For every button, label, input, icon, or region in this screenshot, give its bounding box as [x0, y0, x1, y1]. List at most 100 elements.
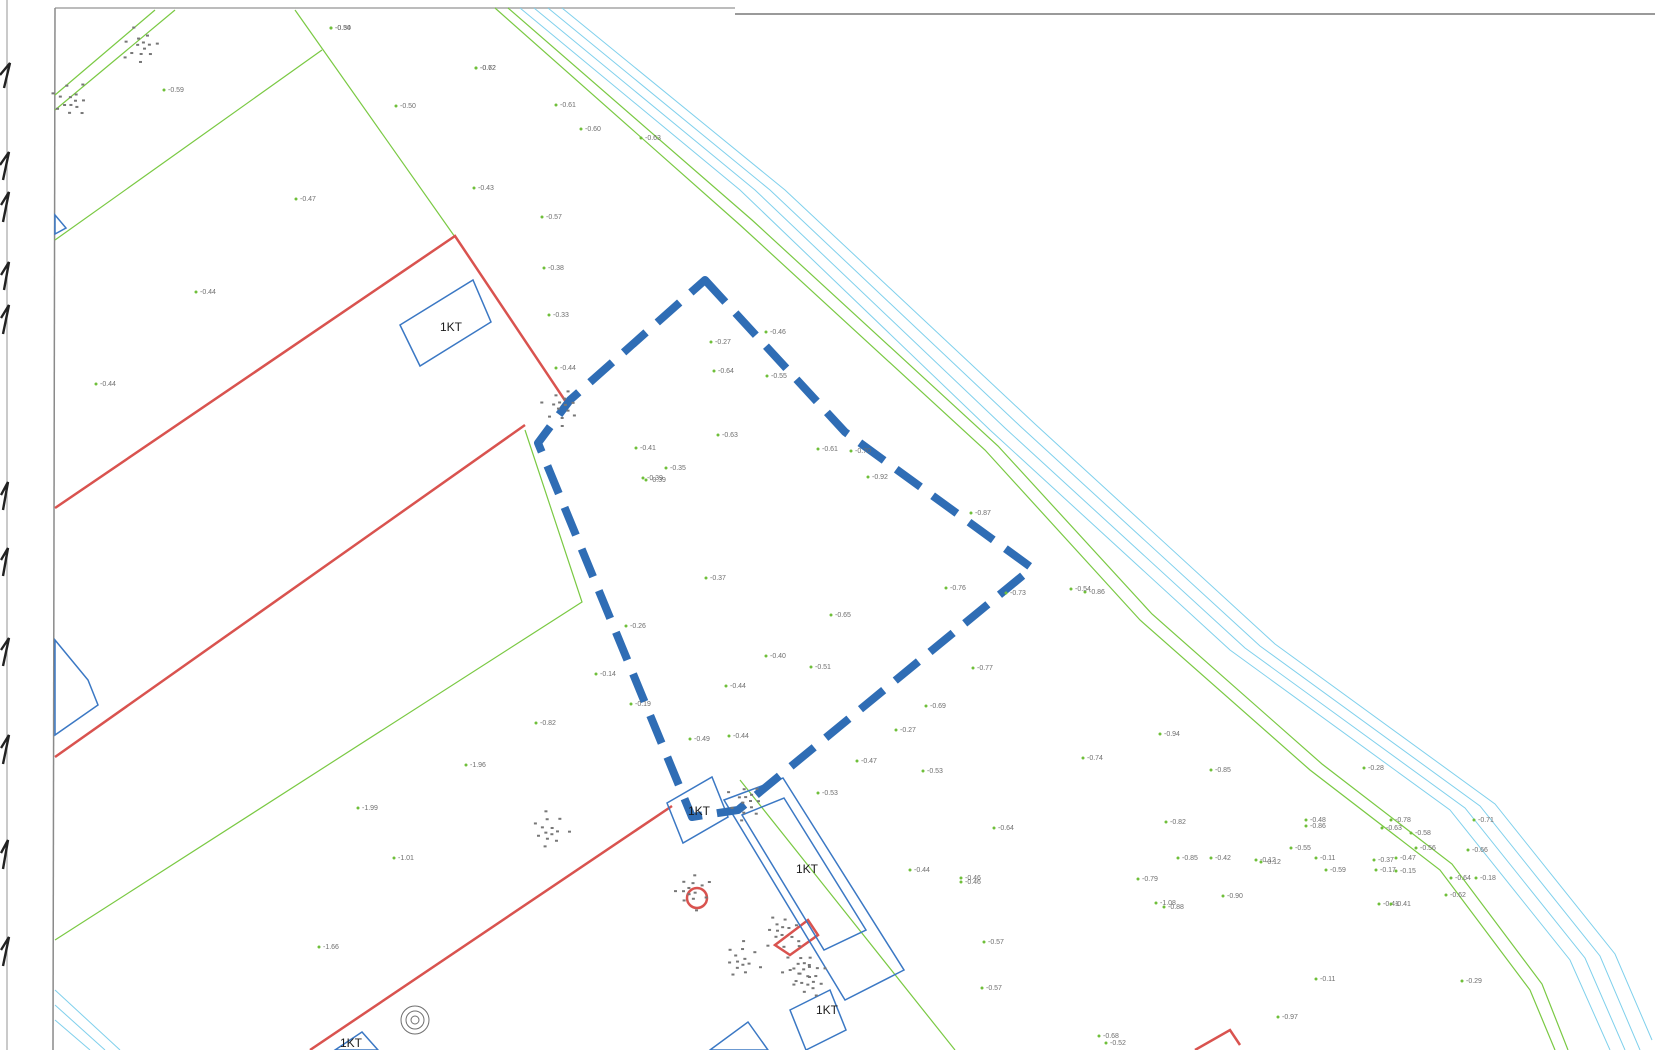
elevation-label: -0.34 [335, 25, 351, 32]
elevation-label: -0.63 [722, 432, 738, 439]
elevation-label: -0.41 [640, 445, 656, 452]
survey-symbol [756, 800, 760, 803]
shore-line [519, 7, 1611, 1050]
survey-symbol [786, 956, 790, 959]
parcel-line [54, 49, 323, 241]
survey-symbol [80, 112, 84, 115]
elevation-label: -0.64 [718, 368, 734, 375]
survey-symbol [800, 981, 804, 984]
elevation-label: -0.86 [1089, 589, 1105, 596]
shore-line [561, 7, 1653, 1041]
elevation-point-icon [1304, 824, 1308, 828]
elevation-label: -0.47 [861, 758, 877, 765]
survey-symbol-clusters [51, 26, 827, 997]
elevation-label: -0.63 [1386, 825, 1402, 832]
survey-symbol [533, 822, 537, 825]
survey-symbol [687, 886, 691, 889]
survey-symbol [781, 926, 785, 929]
elevation-label: -0.54 [1075, 586, 1091, 593]
elevation-label: -0.49 [694, 736, 710, 743]
building [789, 988, 847, 1050]
elevation-point-icon [1324, 868, 1328, 872]
survey-symbol [141, 41, 145, 44]
elevation-points: -0.50 -0.62 -0.59 -0.50 -0.61 -0.60 -0.63 -0.47… [94, 25, 1496, 1047]
elevation-point-icon [392, 856, 396, 860]
survey-symbol [727, 791, 731, 794]
elevation-label: -0.19 [635, 701, 651, 708]
elevation-label: -0.51 [815, 664, 831, 671]
elevation-label: -0.14 [600, 671, 616, 678]
survey-symbol [81, 99, 85, 102]
survey-symbol [807, 965, 811, 968]
elevation-label: -0.35 [670, 465, 686, 472]
elevation-point-icon [162, 88, 166, 92]
survey-symbol [790, 935, 794, 938]
elevation-point-icon [1154, 901, 1158, 905]
property-boundaries [54, 234, 1242, 1050]
survey-symbol [550, 826, 554, 829]
elevation-point-icon [472, 186, 476, 190]
elevation-label: -1.01 [398, 855, 414, 862]
survey-symbol [792, 983, 796, 986]
elevation-label: -0.29 [1466, 978, 1482, 985]
elevation-point-icon [1136, 877, 1140, 881]
elevation-point-icon [629, 702, 633, 706]
scan-marks [0, 62, 12, 967]
elevation-label: -0.82 [540, 720, 556, 727]
elevation-point-icon [542, 266, 546, 270]
elevation-point-icon [329, 26, 333, 30]
elevation-label: -0.15 [1400, 868, 1416, 875]
survey-symbol [742, 940, 746, 943]
elevation-label: -0.87 [975, 510, 991, 517]
survey-symbol [68, 111, 72, 114]
elevation-point-icon [1209, 768, 1213, 772]
survey-symbol [802, 968, 806, 971]
survey-symbol [781, 971, 785, 974]
elevation-point-icon [764, 330, 768, 334]
elevation-label: -0.26 [630, 623, 646, 630]
elevation-point-icon [809, 665, 813, 669]
survey-symbol [124, 40, 128, 43]
elevation-point-icon [1314, 856, 1318, 860]
survey-symbol [138, 60, 142, 63]
property-boundary [54, 423, 526, 759]
elevation-point-icon [1394, 869, 1398, 873]
tree-icon [410, 1015, 420, 1025]
building [666, 775, 729, 845]
survey-symbol [58, 95, 62, 98]
survey-symbol [143, 47, 147, 50]
survey-symbol [747, 962, 751, 965]
elevation-point-icon [194, 290, 198, 294]
scan-mark [0, 839, 10, 870]
survey-symbol [754, 812, 758, 815]
elevation-label: -0.50 [400, 103, 416, 110]
survey-symbol [771, 916, 775, 919]
elevation-point-icon [1164, 820, 1168, 824]
elevation-point-icon [1209, 856, 1213, 860]
survey-symbol [674, 890, 678, 893]
elevation-point-icon [727, 734, 731, 738]
elevation-point-icon [1389, 818, 1393, 822]
survey-symbol [554, 839, 558, 842]
scan-mark [0, 62, 12, 89]
survey-symbol [759, 966, 763, 969]
survey-symbol [766, 944, 770, 947]
elevation-label: -0.57 [988, 939, 1004, 946]
elevation-point-icon [829, 613, 833, 617]
survey-symbol [808, 976, 812, 979]
elevation-label: -0.55 [1295, 845, 1311, 852]
survey-symbol [741, 801, 745, 804]
survey-symbol [65, 84, 69, 87]
elevation-point-icon [1221, 894, 1225, 898]
survey-symbol [806, 983, 810, 986]
elevation-point-icon [634, 446, 638, 450]
elevation-label: -1.96 [470, 762, 486, 769]
parcel-line [54, 9, 176, 111]
elevation-label: -0.71 [1478, 817, 1494, 824]
survey-symbol [687, 893, 691, 896]
survey-symbol [63, 104, 67, 107]
elevation-point-icon [1259, 860, 1263, 864]
site-boundary-dashed[interactable] [534, 276, 1036, 821]
